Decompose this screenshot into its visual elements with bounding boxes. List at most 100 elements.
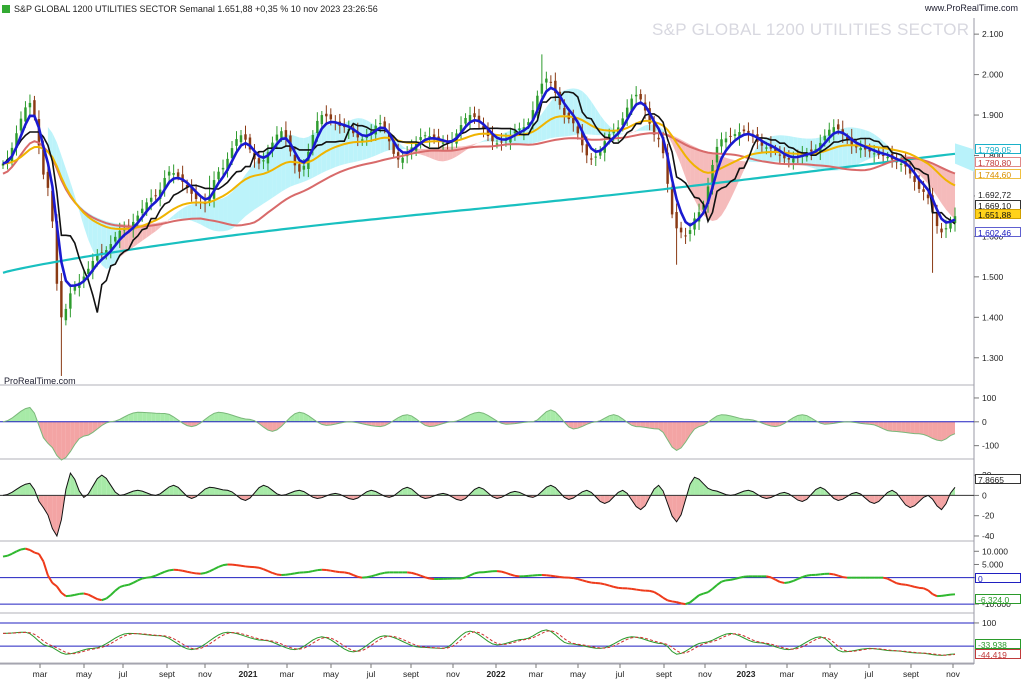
osc-seg xyxy=(582,579,588,583)
candle-body xyxy=(163,177,166,190)
osc-area xyxy=(398,415,403,422)
osc-area xyxy=(429,421,435,427)
osc-area xyxy=(205,487,210,496)
candle-body xyxy=(109,244,113,250)
price-tick-label: 1.300 xyxy=(982,353,1004,363)
candle-body xyxy=(545,78,548,83)
osc-seg xyxy=(352,574,359,578)
chart-title: S&P GLOBAL 1200 UTILITIES SECTOR Semanal… xyxy=(14,4,378,14)
osc-seg xyxy=(182,569,188,573)
candle-body xyxy=(774,148,777,152)
osc-area xyxy=(721,414,726,422)
candle-body xyxy=(96,254,99,261)
price-tick-label: 2.000 xyxy=(982,70,1004,80)
osc-area xyxy=(806,415,812,422)
osc-seg xyxy=(474,571,480,575)
candle-body xyxy=(176,172,180,177)
osc-seg xyxy=(60,591,67,597)
candle-body xyxy=(226,158,229,172)
candle-body xyxy=(149,197,153,202)
source-link[interactable]: www.ProRealTime.com xyxy=(924,3,1018,13)
osc-area xyxy=(398,488,403,496)
osc-seg xyxy=(294,571,300,575)
osc-area xyxy=(910,495,915,508)
candle-body xyxy=(378,123,382,125)
osc-area xyxy=(61,421,66,460)
osc-area xyxy=(290,413,295,422)
osc-seg xyxy=(370,574,376,578)
candle-body xyxy=(356,131,359,138)
ma-red-line xyxy=(2,132,956,228)
osc-seg xyxy=(263,568,269,573)
cloud-segment xyxy=(164,218,170,224)
osc-area xyxy=(52,495,57,536)
osc-area xyxy=(604,415,610,422)
osc-seg xyxy=(766,575,772,579)
cloud-segment xyxy=(941,168,947,210)
osc-area xyxy=(164,413,170,422)
candle xyxy=(320,111,324,129)
oscillator-panel-4: 100 xyxy=(0,618,996,656)
candle-body xyxy=(55,221,59,284)
candle xyxy=(536,90,539,119)
osc-seg xyxy=(631,587,637,591)
candle xyxy=(679,221,683,239)
candle-body xyxy=(940,228,943,233)
osc-area xyxy=(173,485,179,496)
osc-area xyxy=(640,421,646,428)
candle-body xyxy=(73,284,77,291)
osc-area xyxy=(232,415,237,422)
candle-body xyxy=(172,173,175,175)
osc-seg xyxy=(101,597,107,602)
candle-body xyxy=(230,148,234,158)
osc-area xyxy=(227,413,233,422)
osc-area xyxy=(209,487,215,496)
cloud-segment xyxy=(137,224,143,245)
candle-body xyxy=(419,137,422,140)
candle-body xyxy=(432,134,436,139)
candle-body xyxy=(711,164,714,190)
osc-seg xyxy=(613,585,619,589)
osc-seg xyxy=(730,577,736,581)
ma-teal-line xyxy=(2,152,956,274)
osc-area xyxy=(263,485,268,496)
candle-body xyxy=(24,107,27,122)
candle-body xyxy=(46,171,50,188)
osc-seg xyxy=(164,569,170,573)
candle xyxy=(459,116,463,141)
osc-seg xyxy=(882,576,888,580)
cloud-segment xyxy=(631,130,637,133)
osc-area xyxy=(79,421,84,439)
osc-area xyxy=(70,421,75,452)
osc-area xyxy=(941,495,947,510)
cloud-segment xyxy=(232,186,237,229)
candle-body xyxy=(585,144,589,156)
osc-area xyxy=(294,412,300,422)
osc-area xyxy=(546,485,551,496)
osc-seg xyxy=(258,566,264,571)
ma-black-line xyxy=(2,91,956,313)
osc-seg xyxy=(465,574,471,579)
candle xyxy=(810,140,813,161)
candle xyxy=(419,128,422,149)
cloud-segment xyxy=(829,131,834,171)
candle-body xyxy=(630,98,633,111)
value-badge: 1.799,05 xyxy=(975,144,1021,155)
cloud-segment xyxy=(640,125,646,131)
osc-seg xyxy=(105,594,112,600)
osc-area xyxy=(47,421,53,448)
candle xyxy=(486,122,490,142)
osc-area xyxy=(586,490,592,496)
osc-area xyxy=(739,491,744,496)
value-badge: 1.692,72 xyxy=(975,189,1021,200)
osc-seg xyxy=(159,570,166,575)
osc-area xyxy=(892,490,897,496)
osc-tick-label: 0 xyxy=(982,490,987,500)
osc-seg xyxy=(550,574,556,578)
osc-area xyxy=(654,421,659,429)
osc-area xyxy=(676,421,682,451)
osc-seg xyxy=(887,577,893,582)
osc-seg xyxy=(312,569,318,573)
